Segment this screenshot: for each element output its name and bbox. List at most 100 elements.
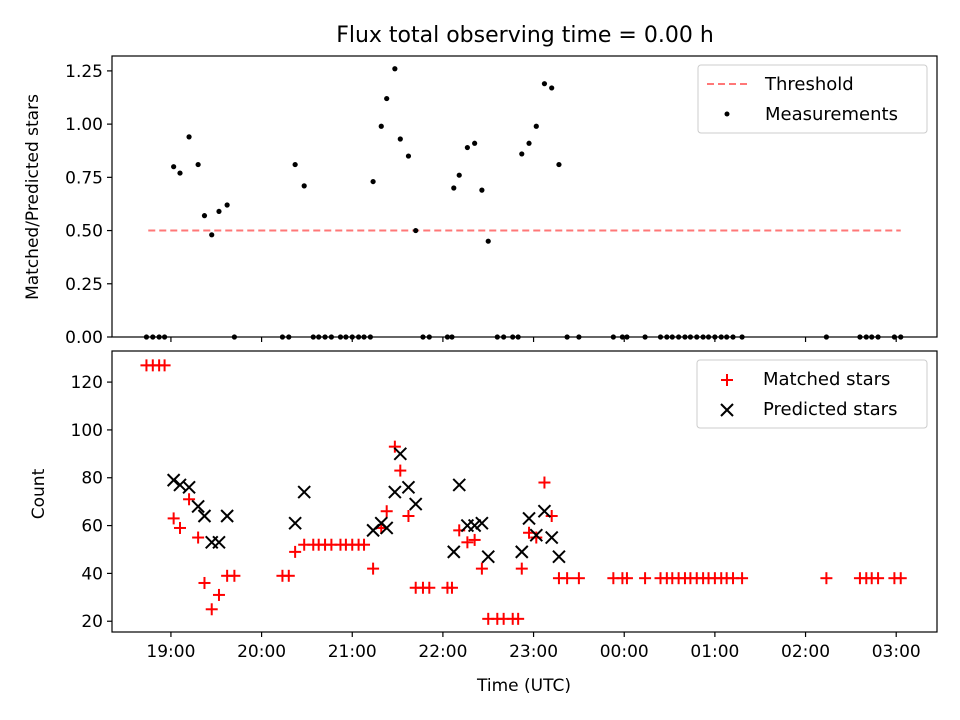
measurement-point bbox=[301, 183, 307, 189]
measurement-point bbox=[392, 66, 398, 72]
top-legend: Threshold Measurements bbox=[697, 64, 928, 134]
matched-star-point bbox=[282, 569, 295, 582]
predicted-star-stroke-b bbox=[388, 485, 402, 499]
predicted-star-stroke-b bbox=[191, 499, 205, 514]
predicted-star-point bbox=[393, 447, 408, 461]
matched-star-point bbox=[198, 576, 211, 589]
matched-star-point bbox=[228, 569, 241, 582]
matched-star-point bbox=[167, 512, 180, 525]
bottom-panel: 20 40 60 80 100 120 19:00 20:00 21:00 22:00 23:00… bbox=[29, 350, 938, 696]
matched-star-point bbox=[461, 536, 474, 549]
matched-star-point bbox=[402, 510, 415, 523]
matched-star-point bbox=[512, 612, 525, 625]
chart-title: Flux total observing time = 0.00 h bbox=[336, 23, 714, 48]
predicted-star-point bbox=[191, 499, 205, 514]
matched-star-point bbox=[173, 521, 186, 534]
matched-star-point bbox=[561, 572, 574, 585]
predicted-star-stroke-b bbox=[475, 516, 489, 530]
matched-star-point bbox=[530, 531, 543, 544]
top-y-tick-label: 1.25 bbox=[65, 62, 103, 82]
measurement-point bbox=[533, 123, 539, 129]
predicted-star-point bbox=[522, 511, 536, 526]
predicted-star-stroke-b bbox=[447, 545, 461, 559]
matched-star-point bbox=[423, 581, 436, 594]
predicted-star-stroke-b bbox=[212, 535, 226, 550]
matched-star-point bbox=[394, 464, 407, 477]
measurement-point bbox=[472, 140, 478, 146]
bottom-y-tick-label: 100 bbox=[71, 421, 103, 441]
predicted-star-point bbox=[475, 516, 489, 530]
legend-threshold-label: Threshold bbox=[764, 74, 854, 95]
bottom-y-tick-label: 40 bbox=[81, 564, 103, 584]
top-panel: Flux total observing time = 0.00 h 0.000… bbox=[23, 23, 938, 348]
measurement-point bbox=[209, 232, 215, 238]
bottom-y-tick-label: 60 bbox=[81, 517, 103, 537]
predicted-star-stroke-b bbox=[197, 509, 212, 523]
matched-star-point bbox=[545, 510, 558, 523]
predicted-star-point bbox=[220, 509, 234, 523]
measurement-point bbox=[224, 202, 230, 208]
predicted-star-stroke-b bbox=[452, 478, 466, 492]
measurement-point bbox=[413, 227, 419, 234]
matched-star-point bbox=[158, 359, 171, 372]
x-tick-label: 20:00 bbox=[237, 642, 286, 662]
predicted-star-point bbox=[452, 478, 466, 492]
predicted-star-stroke-b bbox=[182, 480, 196, 495]
predicted-star-point bbox=[529, 528, 543, 542]
matched-star-point bbox=[475, 562, 488, 575]
predicted-star-stroke-b bbox=[379, 521, 394, 535]
predicted-star-stroke-b bbox=[409, 497, 423, 511]
matched-star-point bbox=[872, 572, 885, 585]
predicted-star-point bbox=[388, 485, 402, 499]
predicted-star-stroke-b bbox=[288, 516, 302, 530]
measurement-point bbox=[384, 95, 390, 102]
measurement-point bbox=[541, 81, 548, 87]
predicted-star-point bbox=[297, 485, 311, 499]
measurement-point bbox=[556, 161, 562, 168]
predicted-star-point bbox=[515, 545, 529, 559]
measurement-point bbox=[370, 178, 376, 185]
predicted-star-stroke-b bbox=[544, 530, 559, 545]
x-tick-label: 00:00 bbox=[600, 642, 649, 662]
measurement-point bbox=[485, 238, 491, 244]
matched-star-point bbox=[515, 562, 528, 575]
x-tick-label: 02:00 bbox=[781, 642, 830, 662]
predicted-star-point bbox=[481, 549, 495, 564]
measurement-point bbox=[526, 140, 532, 146]
matched-star-point bbox=[538, 476, 551, 489]
predicted-star-stroke-b bbox=[401, 480, 416, 495]
matched-star-point bbox=[820, 572, 833, 585]
measurement-point bbox=[397, 136, 403, 142]
bottom-y-ticks: 20 40 60 80 100 120 bbox=[71, 373, 112, 632]
predicted-star-point bbox=[467, 518, 482, 533]
matched-star-point bbox=[183, 493, 196, 506]
bottom-y-tick-label: 80 bbox=[81, 469, 103, 489]
legend-predicted-label: Predicted stars bbox=[763, 399, 897, 420]
predicted-star-point bbox=[166, 473, 181, 487]
legend-matched-swatch bbox=[721, 374, 733, 386]
predicted-star-point bbox=[537, 504, 552, 518]
bottom-y-tick-label: 120 bbox=[71, 373, 103, 393]
matched-star-point bbox=[380, 505, 393, 518]
x-tick-label: 21:00 bbox=[328, 642, 377, 662]
legend-predicted-swatch bbox=[720, 403, 734, 417]
predicted-star-stroke-b bbox=[393, 447, 408, 461]
matched-star-point bbox=[572, 572, 585, 585]
measurement-point bbox=[479, 187, 485, 193]
predicted-star-point bbox=[552, 549, 566, 564]
measurement-point bbox=[519, 151, 525, 157]
measurement-point bbox=[405, 153, 412, 159]
predicted-star-stroke-b bbox=[166, 473, 181, 487]
measurement-point bbox=[216, 208, 222, 215]
x-tick-label: 01:00 bbox=[690, 642, 739, 662]
legend-measurements-swatch bbox=[724, 111, 730, 117]
matched-star-point bbox=[894, 572, 907, 585]
measurement-point bbox=[201, 213, 208, 219]
predicted-star-point bbox=[288, 516, 302, 530]
matched-star-point bbox=[468, 533, 481, 546]
predicted-star-stroke-b bbox=[515, 545, 529, 559]
predicted-star-stroke-b bbox=[481, 549, 495, 564]
matched-star-point bbox=[736, 572, 749, 585]
top-axes-frame bbox=[111, 55, 938, 338]
